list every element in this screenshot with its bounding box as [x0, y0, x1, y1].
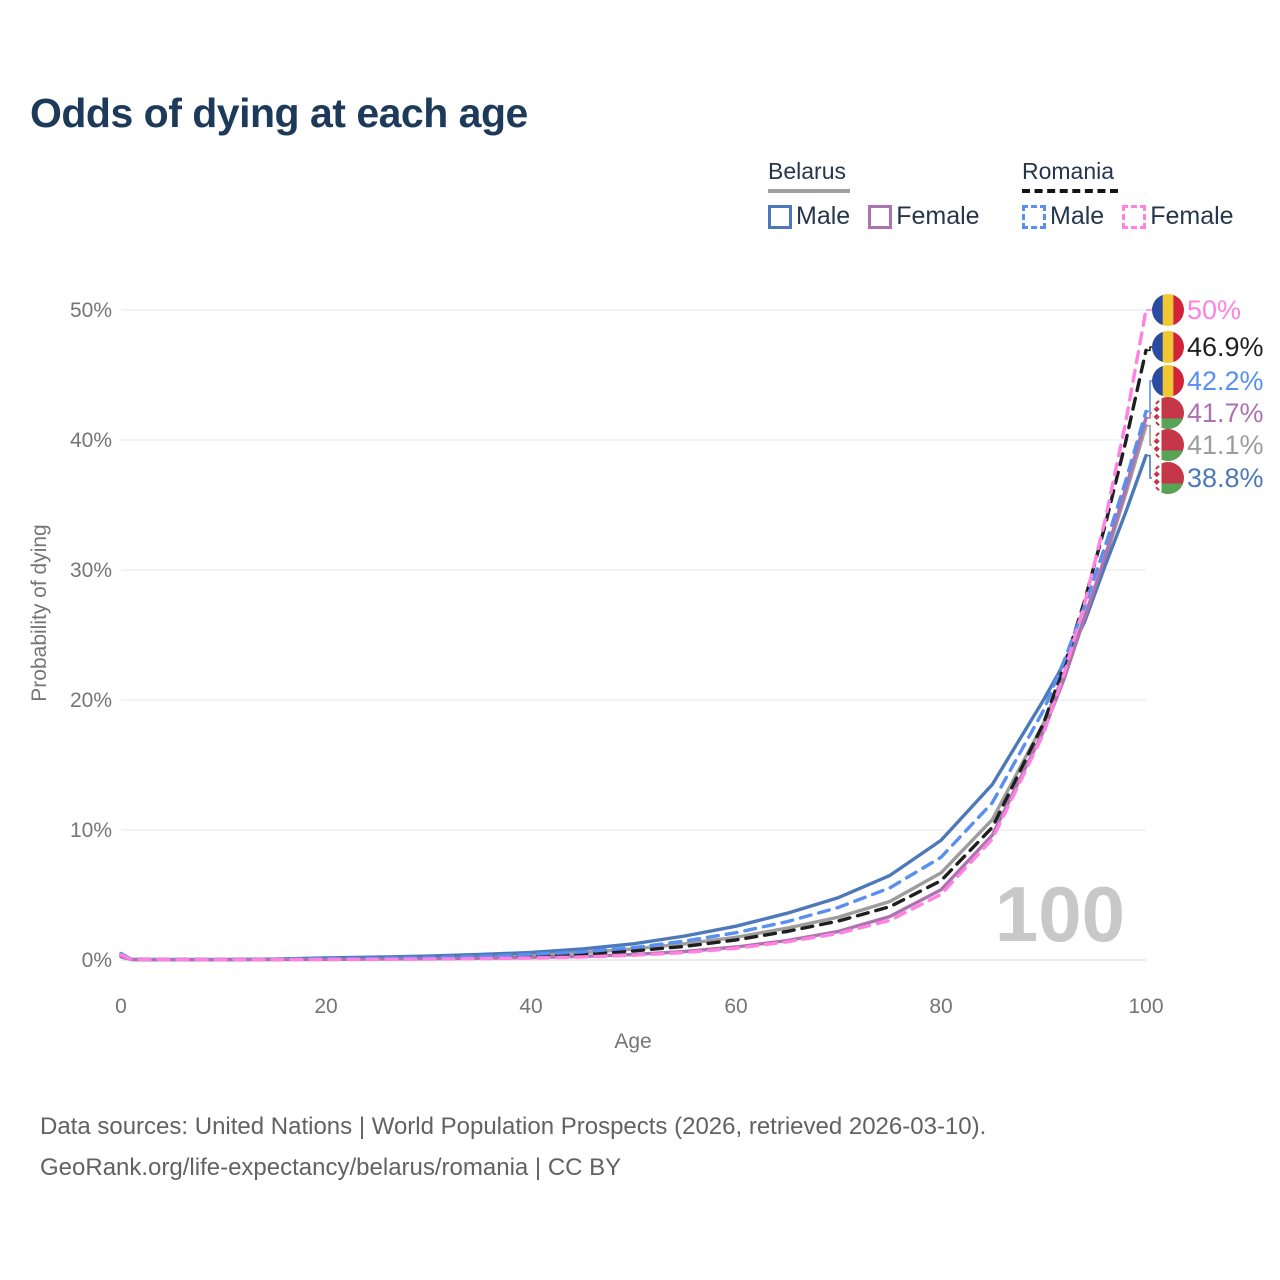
label-leader-belarus-total [1146, 424, 1152, 446]
legend-country-romania: Romania [1022, 158, 1119, 193]
legend-item-belarus-male[interactable]: Male [768, 202, 850, 231]
end-value-label-belarus-male: 38.8% [1187, 463, 1264, 493]
label-leader-romania-male [1146, 380, 1152, 413]
legend-item-romania-female[interactable]: Female [1122, 202, 1234, 231]
end-value-label-belarus-total: 41.1% [1187, 430, 1264, 460]
series-line-belarus-total [119, 424, 1148, 962]
belarus-male-line-swatch [768, 204, 792, 229]
belarus-female-line-swatch [868, 204, 893, 229]
end-value-label-romania-female: 50% [1187, 295, 1241, 325]
page-title: Odds of dying at each age [30, 90, 528, 136]
footer: Data sources: United Nations | World Pop… [40, 1106, 986, 1188]
legend-item-label: Male [796, 202, 851, 230]
x-tick-label: 20 [314, 995, 337, 1018]
x-tick-label: 0 [115, 995, 127, 1018]
belarus-flag-icon [1152, 397, 1184, 429]
y-axis-title: Probability of dying [28, 524, 51, 701]
romania-female-line-swatch [1122, 204, 1147, 229]
end-value-label-romania-male: 42.2% [1187, 366, 1264, 396]
legend-item-label: Female [1150, 202, 1234, 230]
y-tick-label: 0% [82, 949, 112, 972]
legend-group-belarus: Belarus Male Female [768, 158, 980, 231]
y-tick-label: 10% [70, 819, 112, 842]
footer-url-line: GeoRank.org/life-expectancy/belarus/roma… [40, 1154, 622, 1181]
romania-male-line-swatch [1022, 204, 1046, 229]
romania-flag-icon [1152, 331, 1184, 363]
legend-group-romania: Romania Male Female [1022, 158, 1234, 231]
legend-item-label: Male [1050, 202, 1105, 230]
x-axis-title: Age [614, 1030, 651, 1053]
label-leader-romania-total [1146, 346, 1152, 352]
x-tick-label: 80 [929, 995, 952, 1018]
romania-flag-icon [1152, 365, 1184, 397]
label-leader-belarus-female [1146, 412, 1152, 419]
end-value-label-belarus-female: 41.7% [1187, 398, 1264, 428]
x-tick-label: 40 [519, 995, 542, 1018]
y-tick-label: 20% [70, 689, 112, 712]
series-line-romania-male [119, 409, 1148, 962]
legend-item-romania-male[interactable]: Male [1022, 202, 1104, 231]
series-line-belarus-female [119, 416, 1148, 962]
series-line-belarus-male [119, 453, 1148, 962]
legend-country-belarus: Belarus [768, 158, 850, 193]
x-tick-label: 60 [724, 995, 747, 1018]
belarus-flag-icon [1152, 462, 1184, 494]
legend-item-belarus-female[interactable]: Female [868, 202, 980, 231]
x-tick-label: 100 [1128, 995, 1163, 1018]
romania-flag-icon [1152, 294, 1184, 326]
series-line-romania-total [119, 348, 1148, 962]
legend-entries-romania: Male Female [1022, 202, 1234, 231]
y-tick-label: 40% [70, 429, 112, 452]
legend-item-label: Female [896, 202, 980, 230]
age-watermark: 100 [995, 870, 1125, 958]
y-tick-label: 50% [70, 299, 112, 322]
footer-source-line: Data sources: United Nations | World Pop… [40, 1113, 987, 1140]
y-tick-label: 30% [70, 559, 112, 582]
end-value-label-romania-total: 46.9% [1187, 332, 1264, 362]
label-leader-belarus-male [1146, 454, 1152, 479]
legend-entries-belarus: Male Female [768, 202, 980, 231]
series-line-romania-female [119, 308, 1148, 962]
belarus-flag-icon [1152, 429, 1184, 461]
